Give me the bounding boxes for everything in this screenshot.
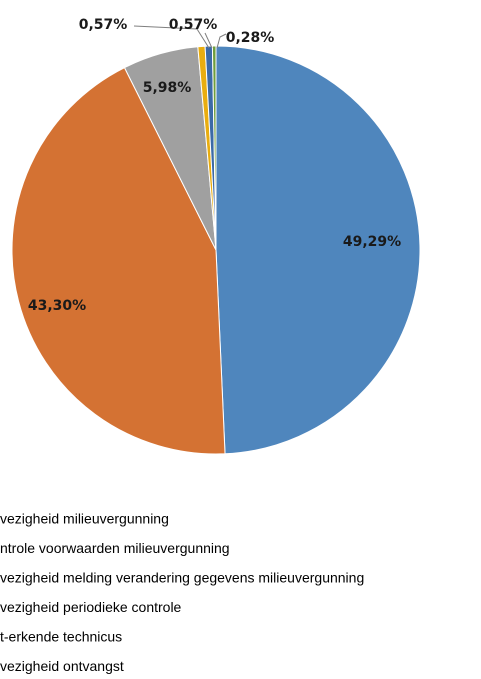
pie-slice [11,66,226,455]
leader-line [204,32,213,49]
pie-slice [211,45,217,251]
legend-entry: vezigheid ontvangst [0,658,124,674]
data-label: 0,28% [226,30,275,46]
leader-lines [133,25,227,49]
legend-entry: vezigheid milieuvergunning [0,511,169,527]
data-labels: 49,29% 43,30% 5,98% 0,57% 0,57% 0,28% [28,17,401,314]
legend-entry: ntrole voorwaarden milieuvergunning [0,540,230,556]
pie-slices [11,45,421,455]
legend: vezigheid milieuvergunning ntrole voorwaa… [0,511,364,675]
legend-entry: t-erkende technicus [0,629,122,645]
legend-entry: vezigheid melding verandering gegevens m… [0,570,364,586]
leader-line [133,25,210,49]
legend-entry: vezigheid periodieke controle [0,599,182,615]
pie-slice [215,45,421,455]
leader-line [216,33,227,49]
data-label: 49,29% [343,234,401,250]
data-label: 0,57% [79,17,128,33]
data-label: 43,30% [28,298,86,314]
data-label: 5,98% [143,80,192,96]
data-label: 0,57% [169,17,218,33]
